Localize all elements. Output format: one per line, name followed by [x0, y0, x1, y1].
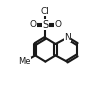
Text: Cl: Cl — [41, 7, 50, 15]
Text: Me: Me — [18, 57, 31, 66]
Text: N: N — [64, 33, 71, 42]
Text: S: S — [42, 20, 48, 30]
Text: O: O — [30, 20, 37, 29]
Text: O: O — [54, 20, 61, 29]
